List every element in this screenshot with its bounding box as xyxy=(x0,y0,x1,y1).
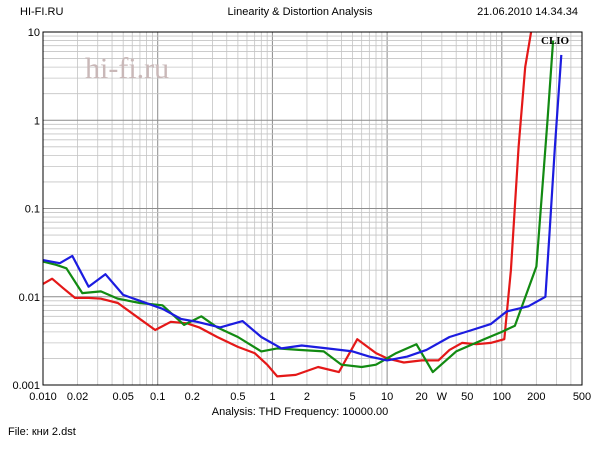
x-tick-label: 0.05 xyxy=(112,391,133,403)
series-line-3 xyxy=(42,54,563,362)
x-tick-label: 1 xyxy=(269,391,275,403)
chart-title: Linearity & Distortion Analysis xyxy=(227,6,373,18)
x-tick-label: 5 xyxy=(350,391,356,403)
y-tick-label: 1 xyxy=(34,115,40,127)
header-timestamp: 21.06.2010 14.34.34 xyxy=(477,6,578,18)
x-tick-label: 2 xyxy=(304,391,310,403)
plot-frame xyxy=(42,31,583,386)
clio-brand-label: CLIO xyxy=(541,35,570,47)
x-tick-label: 50 xyxy=(461,391,473,403)
x-tick-label: 0.1 xyxy=(150,391,165,403)
x-tick-label: 0.02 xyxy=(67,391,88,403)
y-axis-ticks: 10 1 0.1 0.01 0.001 xyxy=(12,27,40,392)
header-left-label: HI-FI.RU xyxy=(20,6,64,18)
y-tick-label: 0.01 xyxy=(19,292,40,304)
x-tick-label: 0.2 xyxy=(185,391,200,403)
x-tick-label: 500 xyxy=(573,391,591,403)
x-tick-label: W xyxy=(437,391,448,403)
watermark-logo: hi-fi.ru xyxy=(85,52,169,85)
x-tick-label: 100 xyxy=(493,391,511,403)
analysis-info: Analysis: THD Frequency: 10000.00 xyxy=(211,406,389,418)
y-tick-label: 0.1 xyxy=(25,204,40,216)
y-tick-label: 0.001 xyxy=(12,380,40,392)
x-tick-label: 20 xyxy=(416,391,428,403)
x-tick-label: 0.5 xyxy=(230,391,245,403)
x-tick-label: 0.010 xyxy=(29,391,57,403)
series-group xyxy=(42,31,563,378)
x-tick-label: 200 xyxy=(527,391,545,403)
file-label: File: кни 2.dst xyxy=(8,426,76,438)
y-tick-label: 10 xyxy=(28,27,40,39)
series-line-2 xyxy=(42,40,555,374)
series-line-1 xyxy=(42,31,533,378)
x-axis-ticks: 0.010 0.02 0.05 0.1 0.2 0.5 1 2 5 10 20 W 50 100 200 50… xyxy=(29,391,591,403)
x-tick-label: 10 xyxy=(381,391,393,403)
